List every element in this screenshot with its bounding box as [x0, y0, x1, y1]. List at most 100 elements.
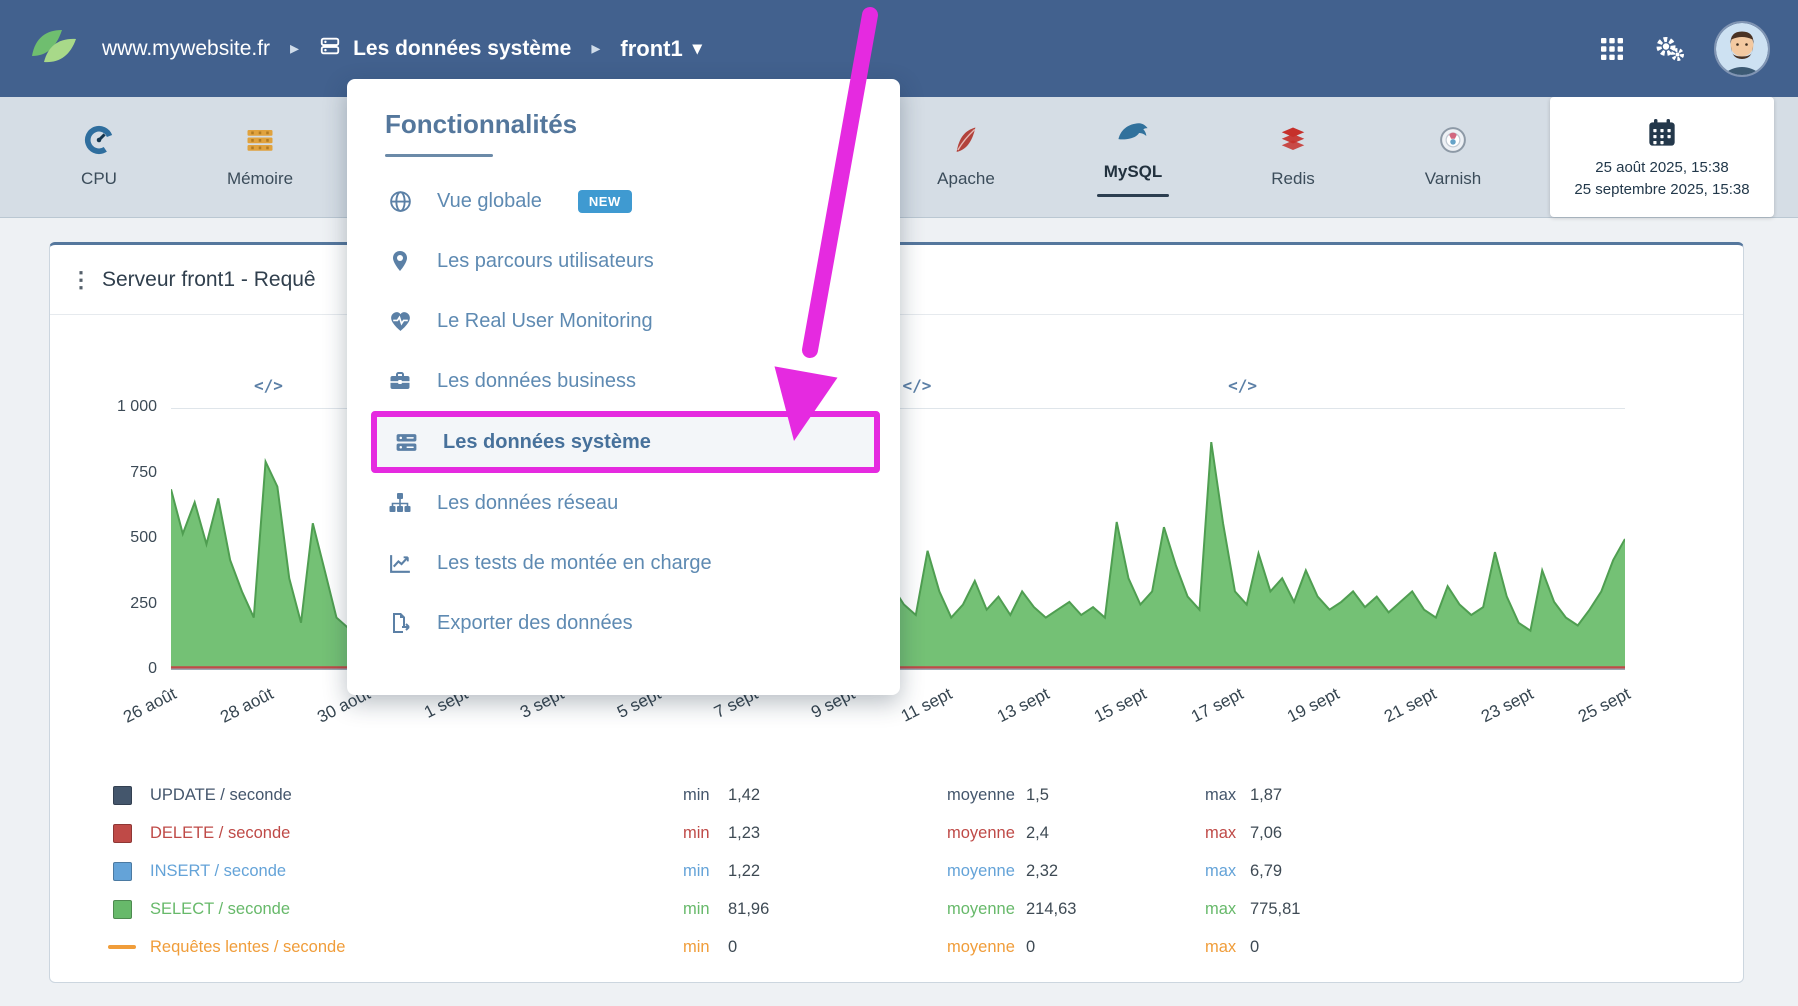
- caret-down-icon: ▾: [692, 38, 702, 58]
- server-icon: [319, 35, 341, 63]
- y-axis-tick: 750: [130, 463, 157, 481]
- menu-item-real-user-monitoring[interactable]: Le Real User Monitoring: [347, 291, 900, 351]
- avg-value: 2,32: [1026, 862, 1059, 880]
- avg-value: 214,63: [1026, 900, 1077, 918]
- kebab-menu-icon[interactable]: ⋮: [70, 266, 92, 292]
- network-tree-icon: [385, 491, 415, 515]
- menu-item-donnees-reseau[interactable]: Les données réseau: [347, 473, 900, 533]
- menu-item-donnees-business[interactable]: Les données business: [347, 351, 900, 411]
- x-axis-tick: 17 sept: [1187, 684, 1246, 727]
- features-menu: Fonctionnalités Vue globale NEW Les parc…: [347, 79, 900, 695]
- tab-cpu[interactable]: CPU: [34, 97, 164, 217]
- server-name: front1: [620, 35, 683, 61]
- min-value: 81,96: [728, 900, 770, 918]
- tab-label: Apache: [937, 169, 995, 188]
- series-swatch: [113, 862, 132, 881]
- menu-item-donnees-systeme[interactable]: Les données système: [371, 411, 880, 473]
- avg-value: 0: [1026, 938, 1036, 956]
- apps-grid-icon[interactable]: [1600, 37, 1624, 61]
- min-value: 1,42: [728, 786, 761, 804]
- legend-row[interactable]: UPDATE / seconde min 1,42 moyenne 1,5 ma…: [50, 776, 1743, 814]
- legend-row[interactable]: DELETE / seconde min 1,23 moyenne 2,4 ma…: [50, 814, 1743, 852]
- breadcrumb-section[interactable]: Les données système: [319, 35, 571, 63]
- tab-varnish[interactable]: Varnish: [1388, 97, 1518, 217]
- tab-label: Redis: [1271, 169, 1315, 188]
- dolphin-icon: [1116, 118, 1150, 153]
- card-title: Serveur front1 - Requê: [102, 267, 316, 291]
- max-label: max: [1205, 824, 1237, 842]
- features-menu-title: Fonctionnalités: [385, 109, 578, 139]
- x-axis-tick: 23 sept: [1478, 684, 1537, 727]
- feather-icon: [951, 125, 981, 160]
- load-chart-icon: [385, 551, 415, 576]
- menu-item-tests-montee-en-charge[interactable]: Les tests de montée en charge: [347, 533, 900, 593]
- avg-value: 1,5: [1026, 786, 1049, 804]
- deploy-code-marker-icon[interactable]: </>: [1228, 376, 1258, 395]
- y-axis-tick: 500: [130, 529, 157, 546]
- deploy-code-marker-icon[interactable]: </>: [253, 376, 283, 395]
- settings-gears-icon[interactable]: [1654, 35, 1684, 62]
- min-value: 0: [728, 938, 738, 956]
- x-axis-tick: 15 sept: [1090, 684, 1149, 727]
- top-navbar: www.mywebsite.fr ▸ Les données système ▸…: [0, 0, 1798, 97]
- min-label: min: [683, 900, 710, 918]
- menu-item-label: Le Real User Monitoring: [437, 309, 653, 332]
- tab-label: Varnish: [1424, 169, 1482, 188]
- min-value: 1,23: [728, 824, 761, 842]
- menu-item-label: Vue globale: [437, 189, 542, 212]
- date-range-picker[interactable]: 25 août 2025, 15:38 25 septembre 2025, 1…: [1550, 97, 1774, 217]
- avg-label: moyenne: [947, 862, 1015, 880]
- menu-item-parcours-utilisateurs[interactable]: Les parcours utilisateurs: [347, 231, 900, 291]
- series-name: SELECT / seconde: [150, 900, 291, 918]
- legend-row[interactable]: Requêtes lentes / seconde min 0 moyenne …: [50, 928, 1743, 966]
- y-axis-tick: 0: [148, 660, 157, 677]
- tab-label: Mémoire: [226, 169, 294, 188]
- menu-item-exporter-donnees[interactable]: Exporter des données: [347, 593, 900, 653]
- x-axis-tick: 13 sept: [993, 684, 1053, 727]
- period-end: 25 septembre 2025, 15:38: [1574, 180, 1750, 198]
- max-label: max: [1205, 862, 1237, 880]
- tab-redis[interactable]: Redis: [1228, 97, 1358, 217]
- breadcrumb-site[interactable]: www.mywebsite.fr: [102, 36, 271, 60]
- x-axis-tick: 25 sept: [1575, 684, 1634, 727]
- cube-stack-icon: [1278, 125, 1308, 160]
- deploy-code-marker-icon[interactable]: </>: [902, 376, 932, 395]
- min-label: min: [683, 938, 710, 956]
- globe-icon: [385, 189, 415, 214]
- title-underline: [385, 154, 493, 157]
- max-label: max: [1205, 900, 1237, 918]
- series-swatch: [113, 900, 132, 919]
- calendar-icon: [1646, 117, 1678, 154]
- tab-mysql[interactable]: MySQL: [1068, 97, 1198, 217]
- memory-bars-icon: [245, 125, 275, 160]
- max-label: max: [1205, 938, 1237, 956]
- user-avatar[interactable]: [1714, 20, 1770, 77]
- min-value: 1,22: [728, 862, 761, 880]
- series-name: UPDATE / seconde: [150, 786, 292, 804]
- x-axis-tick: 26 août: [120, 684, 180, 727]
- avg-label: moyenne: [947, 900, 1015, 918]
- heart-pulse-icon: [385, 309, 415, 334]
- tab-label: CPU: [81, 169, 117, 188]
- legend-row[interactable]: SELECT / seconde min 81,96 moyenne 214,6…: [50, 890, 1743, 928]
- rabbit-circle-icon: [1438, 125, 1468, 160]
- avg-value: 2,4: [1026, 824, 1049, 842]
- server-selector[interactable]: front1 ▾: [620, 36, 701, 62]
- tab-label: MySQL: [1103, 161, 1163, 181]
- menu-item-label: Les parcours utilisateurs: [437, 249, 654, 272]
- chevron-right-icon: ▸: [591, 38, 601, 58]
- min-label: min: [683, 786, 710, 804]
- leaf-logo-icon[interactable]: [28, 26, 80, 71]
- menu-item-vue-globale[interactable]: Vue globale NEW: [347, 171, 900, 231]
- x-axis-tick: 11 sept: [897, 684, 956, 726]
- legend-row[interactable]: INSERT / seconde min 1,22 moyenne 2,32 m…: [50, 852, 1743, 890]
- tab-memoire[interactable]: Mémoire: [195, 97, 325, 217]
- menu-item-label: Exporter des données: [437, 611, 633, 634]
- briefcase-icon: [385, 369, 415, 393]
- series-swatch: [113, 786, 132, 805]
- min-label: min: [683, 862, 710, 880]
- series-name: Requêtes lentes / seconde: [150, 938, 346, 956]
- min-label: min: [683, 824, 710, 842]
- x-axis-tick: 19 sept: [1284, 684, 1343, 727]
- tab-apache[interactable]: Apache: [901, 97, 1031, 217]
